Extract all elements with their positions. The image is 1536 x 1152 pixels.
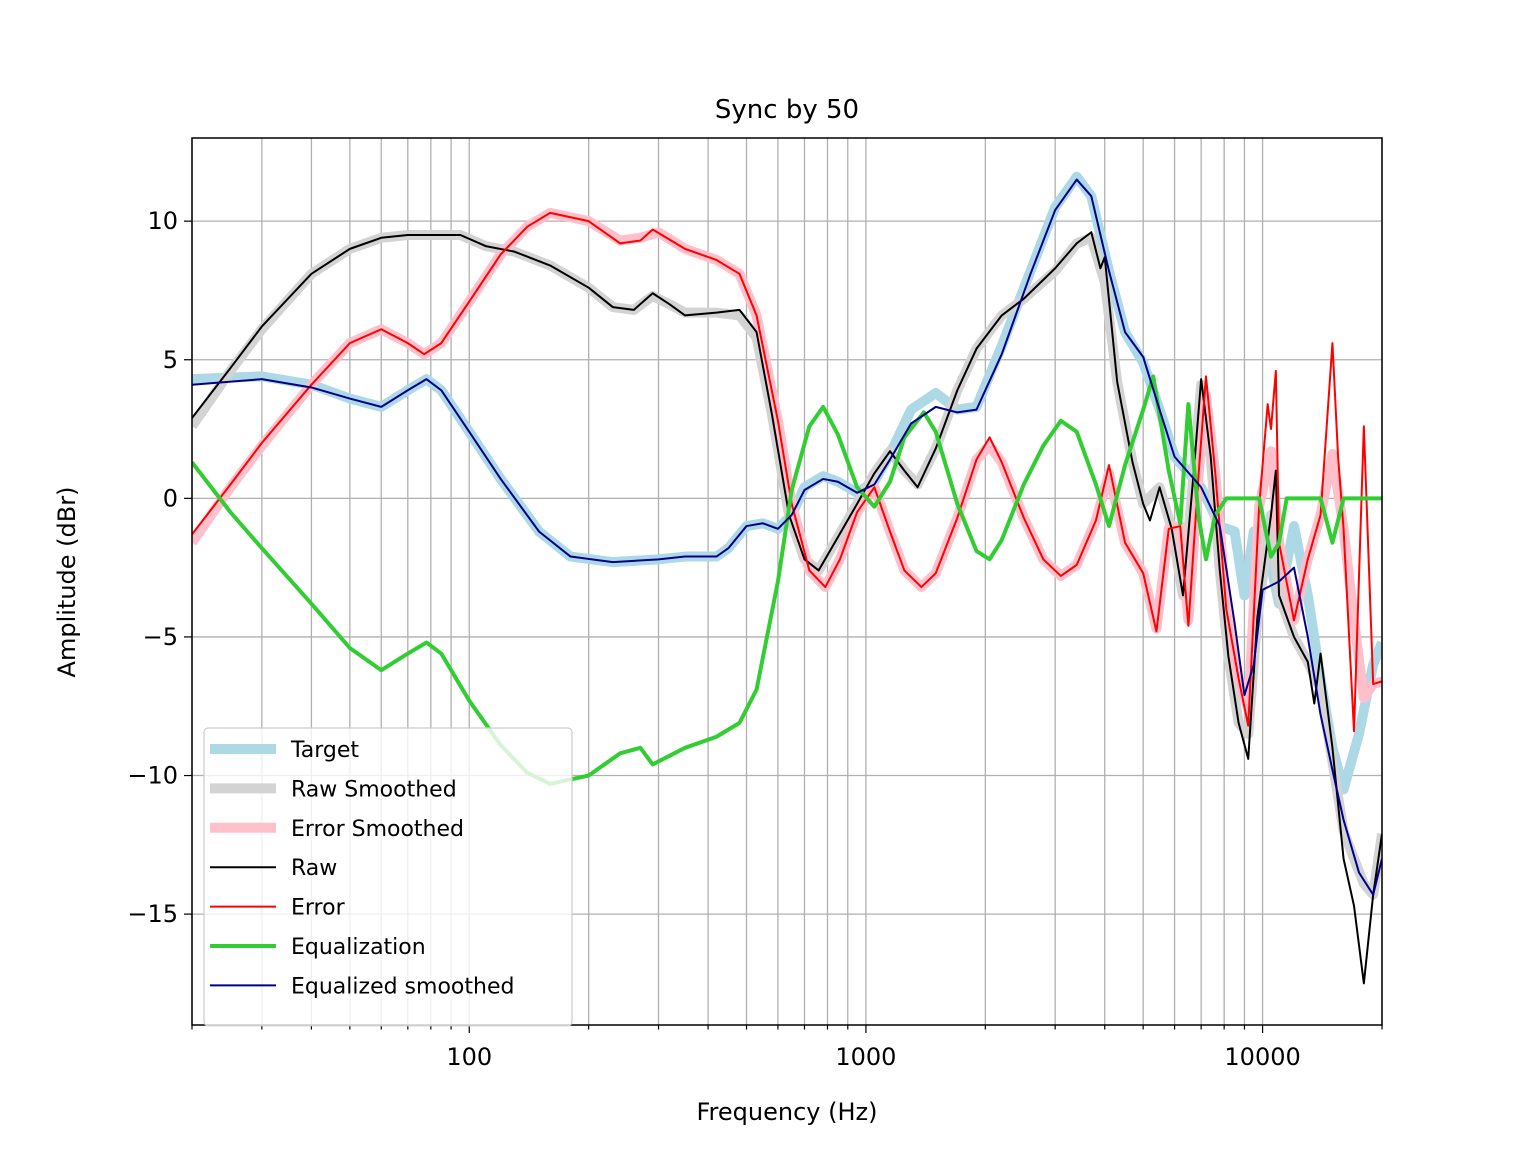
legend-box <box>203 727 573 1027</box>
legend-label-raw-smoothed: Raw Smoothed <box>291 777 457 802</box>
y-tick-label: 10 <box>147 207 178 235</box>
legend-label-error-smoothed: Error Smoothed <box>291 817 464 842</box>
y-tick-label: 5 <box>163 346 178 374</box>
series-raw <box>192 231 1382 985</box>
y-axis-label: Amplitude (dBr) <box>53 487 81 678</box>
x-axis-label: Frequency (Hz) <box>697 1098 878 1126</box>
legend-label-raw: Raw <box>291 856 337 881</box>
series-error <box>192 211 1382 733</box>
x-tick-label: 1000 <box>835 1043 896 1071</box>
x-tick-label: 100 <box>446 1043 492 1071</box>
y-tick-label: −10 <box>127 762 178 790</box>
y-tick-label: 0 <box>163 484 178 512</box>
y-tick-label: −5 <box>143 623 178 651</box>
legend-label-error: Error <box>291 896 346 921</box>
legend: Target Raw Smoothed Error Smoothed Raw Error… <box>203 727 573 1027</box>
chart-title: Sync by 50 <box>715 95 859 125</box>
legend-label-equalization: Equalization <box>291 935 426 960</box>
plot-frame <box>191 137 1383 1026</box>
series-error-smoothed <box>192 207 1382 715</box>
legend-label-equalized-smoothed: Equalized smoothed <box>291 974 514 999</box>
x-tick-label: 10000 <box>1224 1043 1300 1071</box>
axes: 100 1000 10000 10 5 0 −5 −10 −15 <box>127 207 1383 1071</box>
legend-label-target: Target <box>290 738 359 763</box>
y-tick-label: −15 <box>127 900 178 928</box>
series-equalized-smoothed <box>192 178 1382 896</box>
